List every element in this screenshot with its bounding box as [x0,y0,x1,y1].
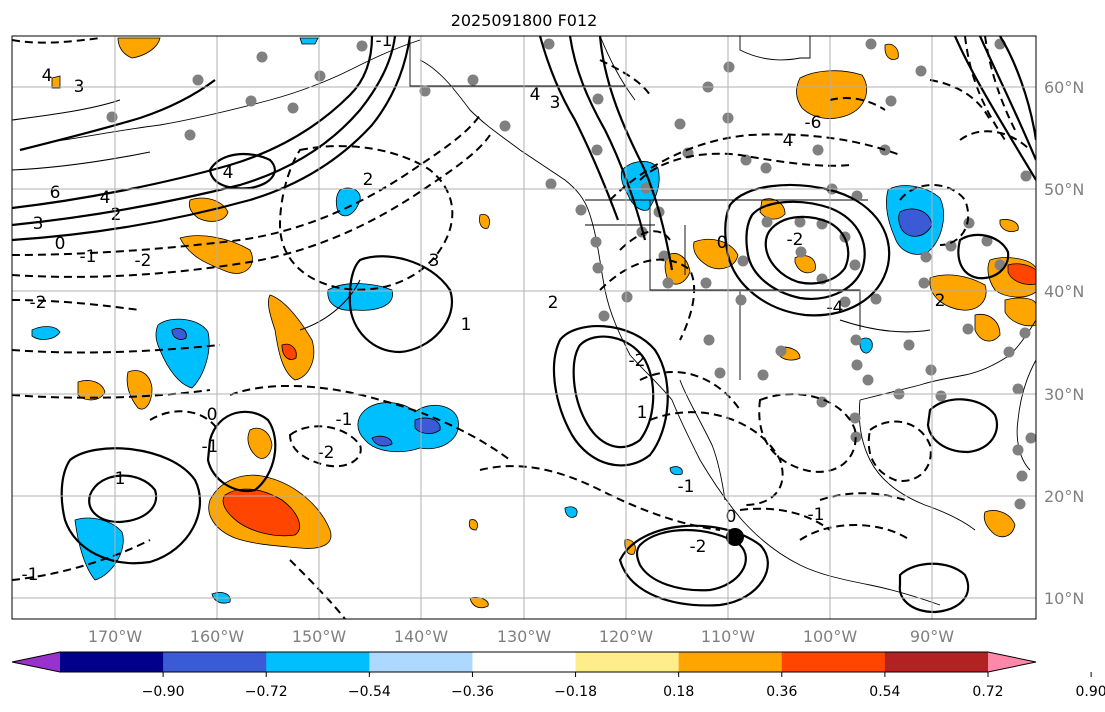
colorbar-segment [884,652,989,672]
colorbar-segment [266,652,370,672]
contour-label: -1 [22,565,39,585]
contour-label: 3 [429,251,440,271]
colorbar-tick-label: 0.36 [766,684,797,700]
blue-blob-west-pacific [155,318,210,389]
map-panel: 4 3 6 4 3 2 0 -1 -2 4 2 3 -1 -1 1 -2 -1 … [12,31,1036,619]
blue-blob-central-pacific-core-2 [371,435,393,447]
longitude-labels: 170°W 160°W 150°W 140°W 130°W 120°W 110°… [88,627,954,646]
lat-label: 60°N [1044,78,1084,97]
colorbar-tick-label: −0.90 [142,684,185,700]
lon-label: 140°W [394,627,449,646]
contour-label: -1 [202,437,219,457]
contour-label: 0 [717,233,728,253]
lon-label: 100°W [803,627,858,646]
contour-label: 1 [637,403,648,423]
contour-label: 2 [111,205,122,225]
lat-label: 40°N [1044,282,1084,301]
contour-label: 6 [50,183,61,203]
contour-label: 4 [223,163,234,183]
lat-label: 10°N [1044,589,1084,608]
lon-label: 160°W [190,627,245,646]
lat-label: 50°N [1044,180,1084,199]
contour-label: -2 [690,537,707,557]
contour-label: -1 [678,477,695,497]
map-frame [11,35,1037,620]
colorbar-segment [60,652,164,672]
contours-negative [12,36,1031,619]
contour-label: -1 [336,410,353,430]
lon-label: 130°W [497,627,552,646]
lon-label: 120°W [599,627,654,646]
contour-label: 4 [42,66,53,86]
contour-label: 0 [55,234,66,254]
contour-label: 3 [550,93,561,113]
contour-label: 2 [363,170,374,190]
contour-label: 1 [461,315,472,335]
contour-label: -1 [80,247,97,267]
blue-blob-mid-pacific [327,283,393,311]
contour-label: -2 [787,230,804,250]
location-marker [726,528,744,546]
contour-label: 2 [548,293,559,313]
contour-label: -2 [30,293,47,313]
contour-label: -1 [376,31,393,51]
colorbar-tick-label: −0.54 [348,684,391,700]
contour-labels: 4 3 6 4 3 2 0 -1 -2 4 2 3 -1 -1 1 -2 -1 … [22,31,946,585]
latitude-labels: 60°N 50°N 40°N 30°N 20°N 10°N [1044,78,1084,608]
colorbar-segment [369,652,473,672]
gridlines [12,36,1036,619]
colorbar: −0.90 −0.72 −0.54 −0.36 −0.18 0.18 0.36 0.54 0.7… [11,651,1105,700]
contour-label: 0 [207,405,218,425]
contour-label: -2 [629,351,646,371]
contour-label: 4 [530,85,541,105]
colorbar-tick-label: 0.90 [1076,684,1105,700]
colorbar-right-extension [988,652,1036,672]
figure-title: 2025091800 F012 [451,11,598,30]
contours-thin [12,99,931,333]
colorbar-segments [60,652,989,672]
contour-label: -6 [805,113,822,133]
lat-label: 30°N [1044,385,1084,404]
colorbar-tick-label: 0.72 [972,684,1003,700]
coastlines [49,36,1036,606]
colorbar-segment [781,652,886,672]
colorbar-segment [575,652,680,672]
colorbar-ticks: −0.90 −0.72 −0.54 −0.36 −0.18 0.18 0.36 0.54 0.7… [142,672,1105,700]
contour-label: -2 [318,443,335,463]
colorbar-tick-label: 0.18 [663,684,694,700]
contour-label: 0 [726,507,737,527]
contour-label: -2 [135,251,152,271]
contour-label: -1 [808,505,825,525]
colorbar-tick-label: 0.54 [869,684,900,700]
colorbar-tick-label: −0.36 [451,684,494,700]
lon-label: 90°W [910,627,954,646]
orange-blob-canada [796,70,867,119]
red-core-southwest [222,488,300,537]
colorbar-segment [678,652,783,672]
contour-label: 3 [33,214,44,234]
lon-label: 150°W [292,627,347,646]
contour-label: 2 [935,291,946,311]
colorbar-segment [163,652,267,672]
lat-label: 20°N [1044,487,1084,506]
contour-label: 1 [115,469,126,489]
contour-label: -4 [827,298,844,318]
lon-label: 110°W [701,627,756,646]
colorbar-tick-label: −0.72 [245,684,288,700]
blue-blob-central-pacific [357,402,459,453]
contours-positive [12,36,1036,614]
colorbar-left-extension [12,652,60,672]
colorbar-segment [472,652,577,672]
colorbar-tick-label: −0.18 [554,684,597,700]
contour-label: 4 [783,131,794,151]
contour-label: 4 [100,188,111,208]
lon-label: 170°W [88,627,143,646]
